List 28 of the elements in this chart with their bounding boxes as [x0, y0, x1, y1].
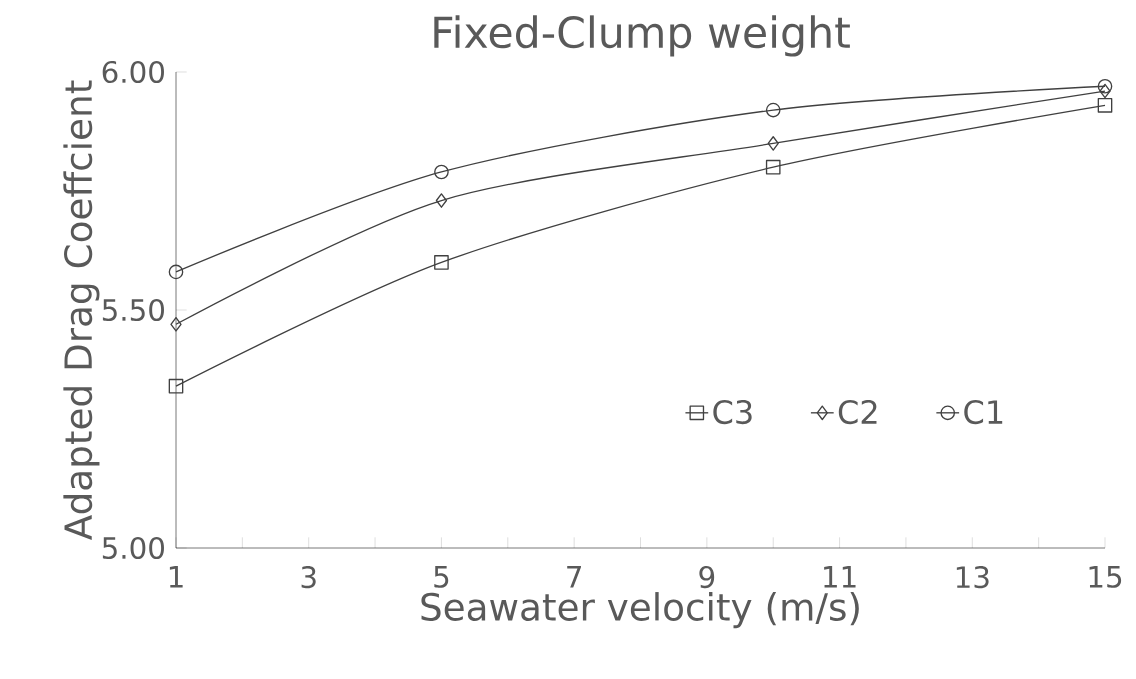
point [168, 378, 184, 394]
y-tick-label: 5.00 [102, 536, 164, 560]
y-tick-label: 5.50 [102, 298, 164, 322]
point [168, 264, 184, 280]
x-axis-title: Seawater velocity (m/s) [421, 592, 859, 629]
point [434, 255, 449, 270]
legend-label: C2 [838, 399, 877, 425]
y-axis-title: Adapted Drag Coeffcient [63, 80, 100, 541]
legend-label: C3 [713, 399, 752, 425]
x-tick-label: 7 [567, 566, 581, 588]
x-tick-label: 3 [301, 566, 316, 589]
point [767, 136, 779, 151]
point [434, 164, 449, 180]
x-tick-label: 11 [824, 566, 856, 588]
x-tick-label: 13 [956, 566, 989, 589]
point [1097, 97, 1113, 113]
x-tick-label: 5 [434, 566, 449, 588]
y-tick-label: 6.00 [102, 60, 164, 84]
legend-label: C1 [964, 399, 1003, 425]
point [1097, 78, 1113, 94]
point [170, 316, 182, 332]
point [765, 159, 781, 175]
x-tick-label: 15 [1089, 566, 1122, 588]
point [765, 102, 781, 118]
x-tick-label: 1 [169, 566, 183, 588]
chart-title: Fixed-Clump weight [434, 15, 850, 57]
point [435, 193, 448, 208]
x-tick-label: 9 [699, 566, 715, 589]
